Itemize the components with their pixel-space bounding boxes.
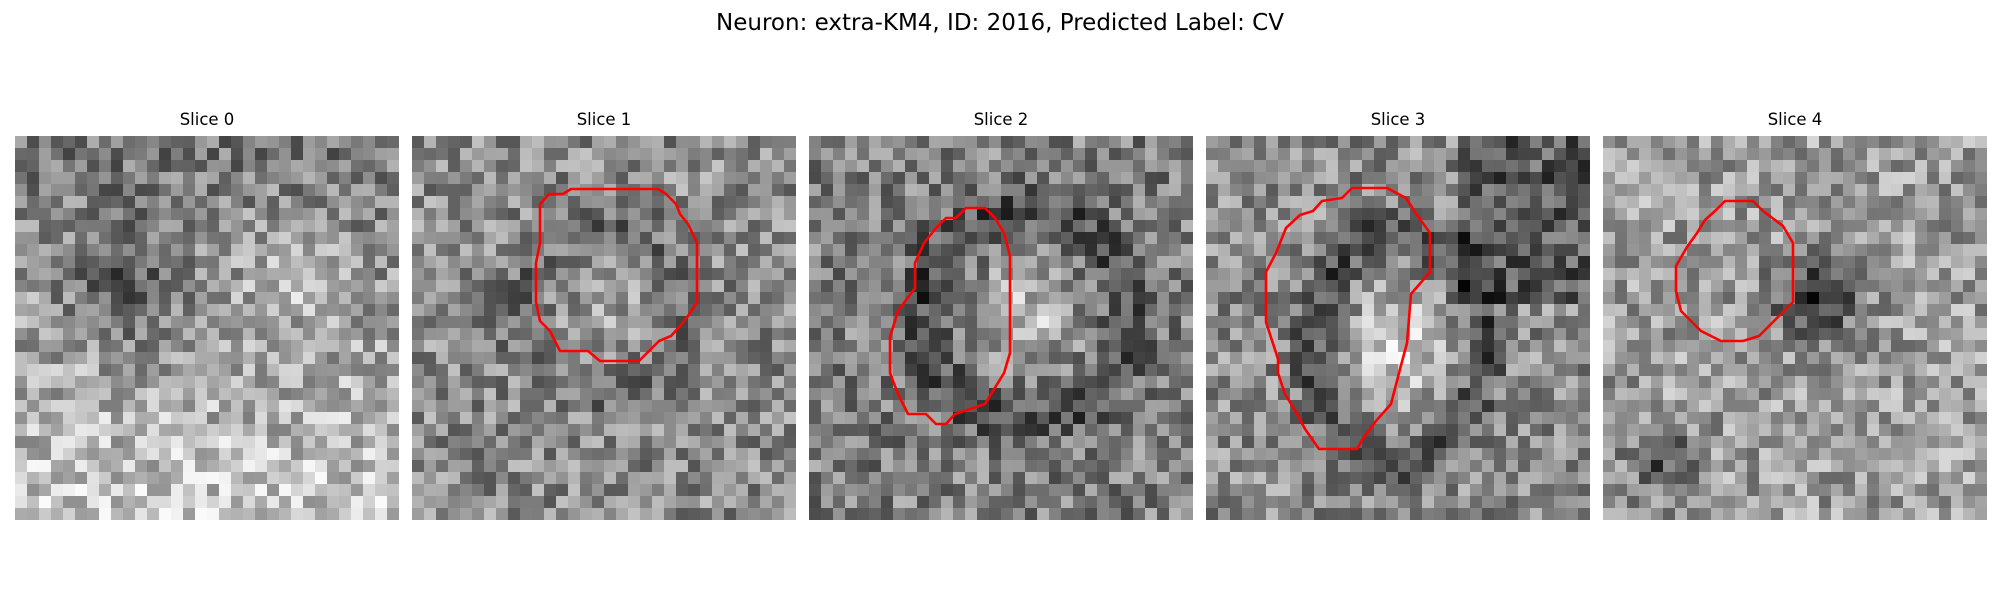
segmentation-contour bbox=[1674, 199, 1795, 343]
slice-image bbox=[1603, 136, 1987, 520]
segmentation-contour bbox=[534, 187, 699, 363]
slice-panel-3: Slice 3 bbox=[1206, 108, 1590, 520]
slice-image bbox=[15, 136, 399, 520]
slice-panel-0: Slice 0 bbox=[15, 108, 399, 520]
segmentation-contour bbox=[888, 206, 1012, 426]
slice-title: Slice 3 bbox=[1370, 110, 1426, 129]
slice-panel-1: Slice 1 bbox=[412, 108, 796, 520]
slice-panel-2: Slice 2 bbox=[809, 108, 1193, 520]
slice-image bbox=[809, 136, 1193, 520]
slice-title: Slice 1 bbox=[576, 110, 632, 129]
slice-title: Slice 0 bbox=[179, 110, 235, 129]
slice-panel-4: Slice 4 bbox=[1603, 108, 1987, 520]
slice-image bbox=[1206, 136, 1590, 520]
slice-title: Slice 2 bbox=[973, 110, 1029, 129]
segmentation-contour bbox=[1264, 186, 1432, 451]
figure-title: Neuron: extra-KM4, ID: 2016, Predicted L… bbox=[716, 10, 1284, 36]
slice-image bbox=[412, 136, 796, 520]
slice-title: Slice 4 bbox=[1767, 110, 1823, 129]
